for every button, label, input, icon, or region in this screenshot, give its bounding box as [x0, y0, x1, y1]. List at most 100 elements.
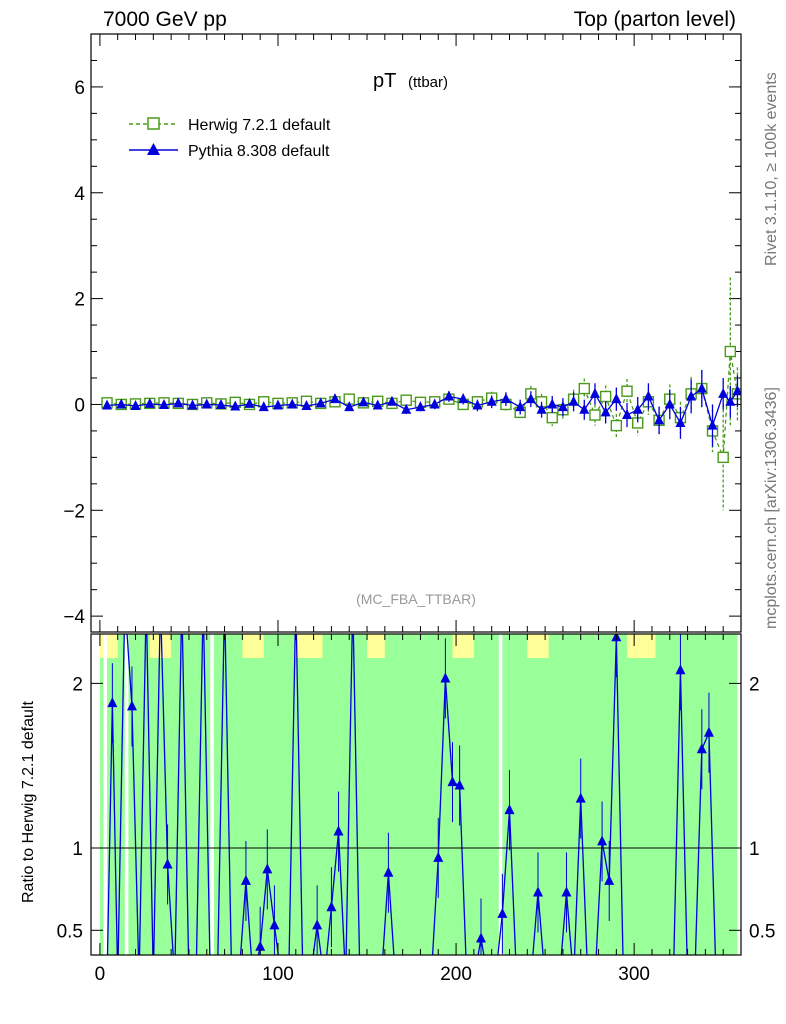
pythia-point [130, 400, 141, 411]
energy-label: 7000 GeV pp [103, 8, 227, 31]
ratio-point [504, 804, 515, 815]
plot-frames: 0 100 200 300 0.5 0.5 1 1 2 2 [57, 33, 775, 985]
ratio-point [597, 835, 608, 846]
ratio-point [255, 940, 266, 951]
ratio-uncertainty-bands [99, 634, 738, 955]
y-tick-label: 6 [74, 78, 85, 99]
plot-title: pT [373, 70, 396, 92]
pythia-point [102, 399, 113, 410]
pythia-point [675, 416, 686, 427]
pythia-point [622, 409, 633, 420]
legend-herwig-label: Herwig 7.2.1 default [188, 117, 331, 134]
herwig-point [589, 409, 601, 421]
ratio-point [604, 874, 615, 885]
band-gap [103, 634, 108, 955]
ratio-point [333, 825, 344, 836]
pythia-point [732, 385, 741, 396]
pythia-point [244, 397, 255, 408]
pythia-point [201, 398, 212, 409]
x-tick-label: 0 [95, 964, 106, 985]
pythia-point [600, 406, 611, 417]
pythia-point [159, 398, 170, 409]
pythia-point [301, 400, 312, 411]
pythia-point [144, 397, 155, 408]
ratio-point [126, 700, 137, 711]
pythia-point [458, 393, 469, 404]
ratio-point [497, 907, 508, 918]
ratio-point [383, 866, 394, 877]
herwig-point [599, 390, 612, 403]
pythia-point [216, 398, 226, 409]
pythia-point [696, 382, 707, 393]
ratio-point [240, 874, 251, 885]
herwig-point [610, 419, 623, 432]
pythia-point [472, 399, 483, 410]
band-yellow [99, 634, 118, 658]
pythia-point [579, 403, 590, 414]
ratio-point [675, 664, 686, 675]
pythia-point [686, 390, 697, 401]
pythia-point [386, 395, 397, 406]
pythia-point [547, 398, 558, 409]
pythia-point [116, 398, 127, 409]
ratio-point [454, 779, 465, 790]
pythia-point [654, 414, 665, 425]
ratio-point [326, 901, 337, 912]
ratio-point [107, 697, 118, 708]
pythia-point [725, 395, 736, 406]
pythia-point [443, 390, 454, 401]
pythia-point [611, 393, 622, 404]
analysis-tag: (MC_FBA_TTBAR) [356, 591, 476, 607]
pythia-point [664, 398, 675, 409]
pythia-point [315, 397, 326, 408]
herwig-point [546, 411, 558, 424]
ratio-y-tick-label: 2 [72, 674, 83, 695]
pythia-point [358, 396, 369, 407]
pythia-point [589, 387, 600, 398]
pythia-point [329, 393, 340, 404]
band-gap [210, 634, 214, 955]
process-label: Top (parton level) [573, 8, 736, 31]
band-green [99, 634, 738, 955]
pythia-point [707, 419, 718, 430]
pythia-point [525, 393, 536, 404]
ratio-y-tick-label: 0.5 [57, 921, 83, 942]
main-plot-frame [90, 33, 742, 633]
ratio-point [476, 932, 486, 943]
herwig-point [724, 345, 737, 358]
herwig-point [400, 394, 412, 406]
band-yellow [149, 634, 172, 658]
ratio-point [703, 726, 714, 737]
ratio-line [106, 634, 717, 955]
ratio-point [447, 776, 458, 787]
ratio-y-tick-label-right: 2 [749, 674, 760, 695]
pythia-point [287, 398, 298, 409]
ratio-point [312, 919, 323, 930]
main-plot-ticks: −4 −2 0 2 4 6 [63, 33, 741, 628]
pythia-point [173, 397, 184, 408]
ratio-y-tick-label-right: 1 [749, 839, 760, 860]
herwig-point [578, 382, 590, 395]
legend: Herwig 7.2.1 default Pythia 8.308 defaul… [129, 117, 331, 160]
ratio-point [696, 743, 707, 754]
ratio-point [575, 792, 586, 803]
ratio-point [269, 919, 280, 930]
pythia-point [718, 387, 729, 398]
pythia-point [536, 403, 547, 414]
ratio-point [433, 851, 444, 862]
pythia-point [401, 403, 412, 414]
ratio-point [561, 886, 572, 897]
pythia-point [372, 399, 383, 410]
band-yellow [295, 634, 323, 658]
ratio-point [162, 858, 173, 869]
pythia-point [557, 401, 568, 412]
ratio-y-tick-label-right: 0.5 [749, 921, 775, 942]
pythia-point [515, 401, 526, 412]
herwig-series [101, 277, 741, 511]
pythia-point [500, 393, 511, 404]
x-tick-label: 100 [262, 964, 294, 985]
herwig-point [621, 385, 633, 397]
x-tick-label: 200 [440, 964, 472, 985]
legend-pythia-marker [147, 143, 160, 155]
